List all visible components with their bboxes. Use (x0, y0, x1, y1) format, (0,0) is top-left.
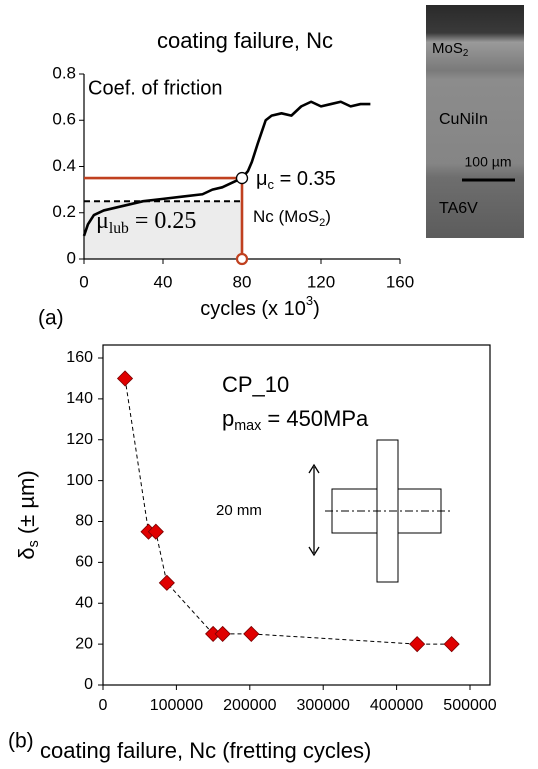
y-tick-label: 0 (67, 248, 76, 267)
y-tick-label: 40 (75, 594, 93, 611)
panel-label: (b) (8, 730, 34, 753)
y-axis-title: δs (± µm) (14, 470, 43, 559)
x-axis-title-part: cycles (x 10 (200, 298, 306, 320)
x-tick-label: 0 (99, 697, 108, 714)
data-point (158, 574, 175, 591)
x-tick-label: 100000 (150, 697, 203, 714)
inset-coating-script: 2 (463, 48, 468, 59)
x-tick-label: 300000 (297, 697, 350, 714)
pressure-label-part: p (222, 406, 234, 431)
lubrication-area (84, 201, 242, 259)
x-axis-title: coating failure, Nc (fretting cycles) (40, 738, 371, 763)
failure-marker-label-script: 2 (319, 217, 325, 229)
x-axis-title-part: ) (313, 298, 320, 320)
x-axis-title-script: 3 (306, 293, 313, 308)
y-axis-title-script: s (26, 540, 42, 547)
data-point (243, 625, 260, 642)
x-tick-label: 400000 (370, 697, 423, 714)
y-axis-title-part: (± µm) (14, 470, 39, 540)
data-point (214, 625, 231, 642)
inset-coating-part: MoS (432, 40, 463, 57)
arrow-heads (308, 463, 320, 557)
dimension-label: 20 mm (216, 502, 262, 519)
y-tick-label: 120 (66, 431, 93, 448)
y-tick-label: 140 (66, 390, 93, 407)
y-tick-label: 160 (66, 349, 93, 366)
failure-label: μc = 0.35 (256, 168, 336, 192)
y-tick-label: 0.8 (52, 63, 76, 82)
pressure-label: pmax = 450MPa (222, 406, 369, 435)
panel-label: (a) (38, 307, 64, 330)
inset-interlayer: CuNiIn (439, 111, 488, 128)
inset-scale: 100 µm (465, 154, 512, 170)
failure-cycle-marker (235, 252, 249, 266)
x-tick-label: 160 (386, 272, 414, 291)
failure-point (235, 171, 249, 185)
y-axis-title-part: δ (14, 547, 39, 559)
inset-substrate: TA6V (439, 200, 478, 217)
y-tick-label: 0 (84, 676, 93, 693)
x-tick-label: 120 (307, 272, 335, 291)
data-point (409, 636, 426, 653)
x-tick-label: 80 (233, 272, 252, 291)
x-tick-label: 40 (154, 272, 173, 291)
inset-coating: MoS2 (432, 40, 468, 59)
failure-label-script: c (268, 178, 275, 193)
data-point (147, 523, 164, 540)
y-tick-label: 60 (75, 554, 93, 571)
failure-marker-label-part: Nc (MoS (253, 207, 319, 226)
y-tick-label: 20 (75, 635, 93, 652)
x-tick-label: 500000 (443, 697, 496, 714)
data-point (116, 370, 134, 387)
lubrication-label-part: μ (96, 208, 109, 234)
x-axis-title: cycles (x 103) (200, 293, 320, 320)
pressure-label-part: = 450MPa (261, 406, 369, 431)
y-tick-label: 80 (75, 513, 93, 530)
plot-frame (102, 344, 491, 686)
failure-label-part: μ (256, 168, 268, 190)
failure-marker-label: Nc (MoS2) (253, 207, 331, 229)
failure-label-part: = 0.35 (274, 168, 336, 190)
chart-title: coating failure, Nc (157, 28, 333, 53)
lubrication-label-part: = 0.25 (129, 208, 197, 234)
lubrication-label-script: lub (109, 220, 129, 237)
y-axis-title: Coef. of friction (88, 77, 223, 99)
y-tick-label: 0.4 (52, 156, 76, 175)
y-tick-label: 0.2 (52, 202, 76, 221)
lubrication-label: μlub = 0.25 (96, 208, 196, 237)
x-tick-label: 200000 (223, 697, 276, 714)
y-tick-label: 100 (66, 472, 93, 489)
x-tick-label: 0 (79, 272, 88, 291)
y-tick-label: 0.6 (52, 110, 76, 129)
data-point (443, 636, 460, 653)
failure-marker-label-part: ) (325, 207, 331, 226)
micrograph (426, 5, 524, 238)
friction-curve (82, 100, 371, 237)
specimen-label: CP_10 (222, 372, 289, 397)
pressure-label-script: max (234, 418, 261, 434)
